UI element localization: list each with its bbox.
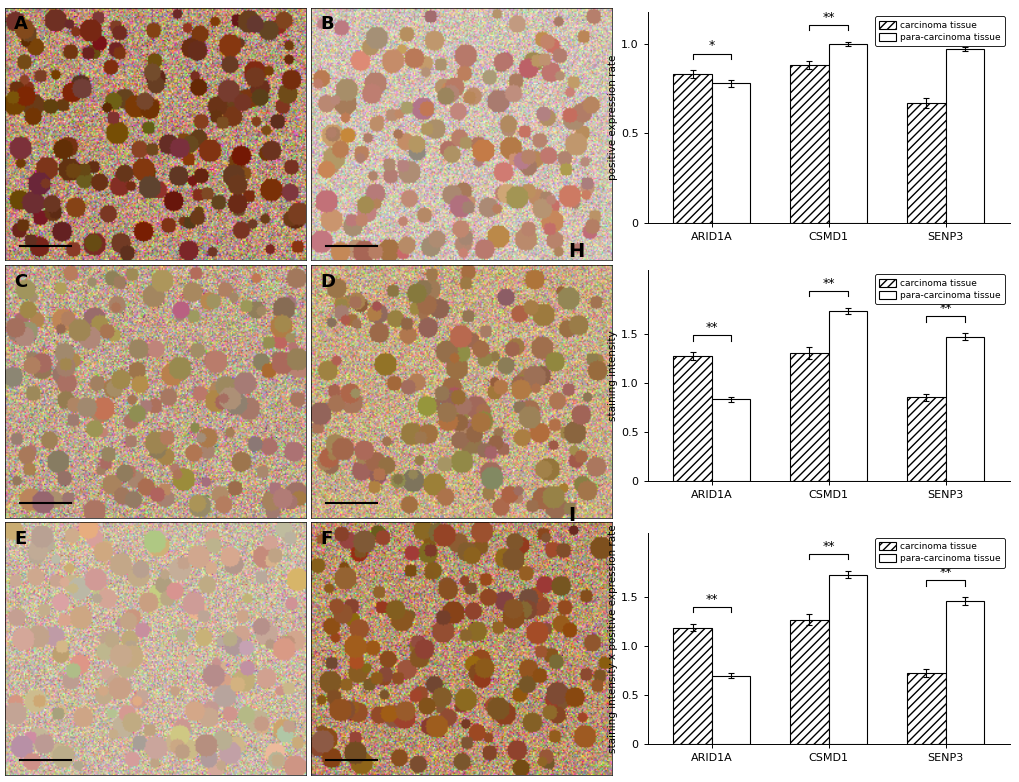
Y-axis label: positive expression rate: positive expression rate (607, 55, 618, 180)
Text: F: F (320, 530, 332, 548)
Text: **: ** (938, 16, 951, 29)
Text: B: B (320, 16, 333, 34)
Text: **: ** (821, 540, 835, 553)
Text: **: ** (938, 302, 951, 315)
Text: **: ** (821, 11, 835, 23)
Text: **: ** (705, 321, 717, 335)
Text: **: ** (938, 566, 951, 579)
Legend: carcinoma tissue, para-carcinoma tissue: carcinoma tissue, para-carcinoma tissue (874, 274, 1005, 304)
Bar (906, 397, 945, 481)
Bar (790, 620, 828, 744)
Bar (945, 601, 983, 744)
Bar (906, 103, 945, 223)
Y-axis label: staining intensity: staining intensity (607, 330, 618, 421)
Bar (828, 311, 866, 481)
Text: *: * (708, 39, 714, 52)
Bar (828, 575, 866, 744)
Text: **: ** (705, 593, 717, 606)
Text: E: E (14, 530, 26, 548)
Y-axis label: staining intensity x positive expression rate: staining intensity x positive expression… (607, 525, 618, 753)
Text: G: G (568, 0, 584, 3)
Bar (945, 49, 983, 223)
Bar (673, 628, 711, 744)
Text: D: D (320, 273, 335, 291)
Bar (711, 84, 750, 223)
Bar (711, 400, 750, 481)
Text: H: H (568, 242, 584, 261)
Bar (790, 353, 828, 481)
Legend: carcinoma tissue, para-carcinoma tissue: carcinoma tissue, para-carcinoma tissue (874, 538, 1005, 568)
Bar (711, 676, 750, 744)
Bar (673, 74, 711, 223)
Text: A: A (14, 16, 28, 34)
Text: I: I (568, 506, 575, 525)
Bar (673, 357, 711, 481)
Bar (790, 66, 828, 223)
Bar (906, 673, 945, 744)
Bar (828, 44, 866, 223)
Bar (945, 336, 983, 481)
Legend: carcinoma tissue, para-carcinoma tissue: carcinoma tissue, para-carcinoma tissue (874, 16, 1005, 46)
Text: C: C (14, 273, 28, 291)
Text: **: ** (821, 277, 835, 289)
